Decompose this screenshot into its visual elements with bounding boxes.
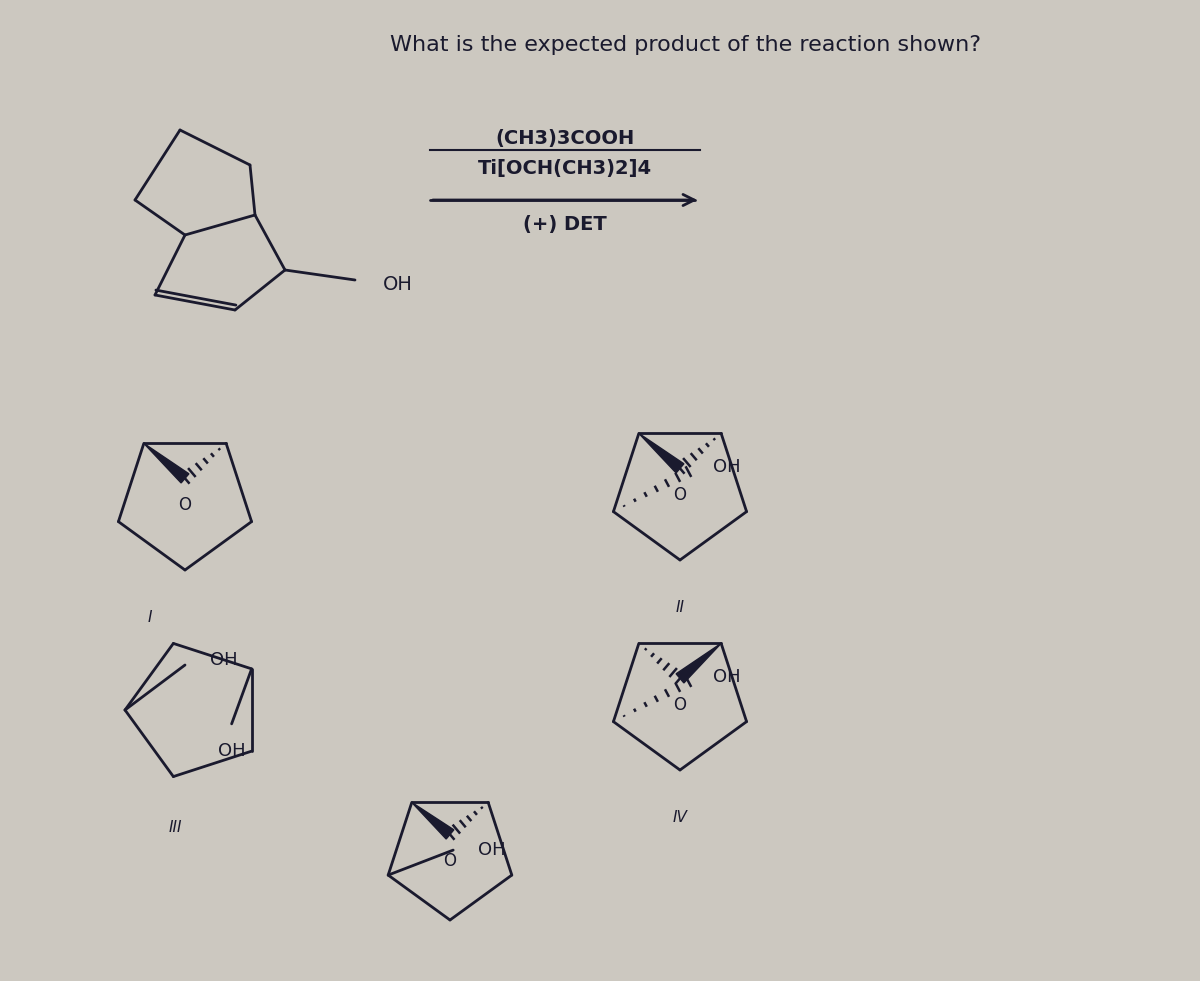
Text: OH: OH [478, 841, 506, 859]
Text: (CH3)3COOH: (CH3)3COOH [496, 129, 635, 148]
Text: O: O [673, 487, 686, 504]
Text: O: O [673, 697, 686, 714]
Text: O: O [179, 496, 192, 514]
Text: I: I [148, 610, 152, 625]
Text: What is the expected product of the reaction shown?: What is the expected product of the reac… [390, 35, 982, 55]
Text: OH: OH [714, 668, 742, 686]
Polygon shape [638, 434, 684, 473]
Text: II: II [676, 600, 684, 615]
Text: O: O [444, 852, 456, 870]
Polygon shape [676, 644, 721, 683]
Text: OH: OH [210, 651, 238, 669]
Text: Ti[OCH(CH3)2]4: Ti[OCH(CH3)2]4 [478, 159, 652, 178]
Text: III: III [168, 820, 181, 835]
Text: OH: OH [218, 742, 246, 760]
Text: IV: IV [672, 810, 688, 825]
Text: OH: OH [714, 457, 742, 476]
Polygon shape [412, 802, 454, 839]
Polygon shape [144, 443, 188, 483]
Text: (+) DET: (+) DET [523, 215, 607, 234]
Text: OH: OH [383, 276, 413, 294]
